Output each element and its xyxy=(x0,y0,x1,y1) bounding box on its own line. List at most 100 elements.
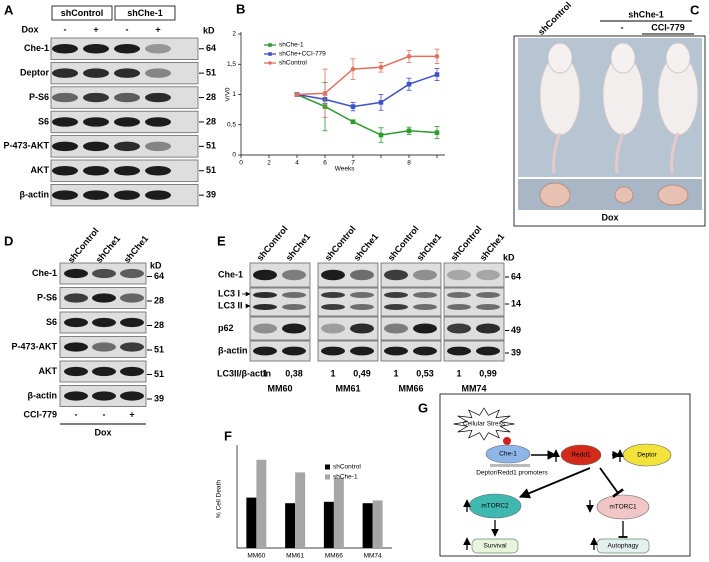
band xyxy=(92,317,116,328)
x-tick-label: 2 xyxy=(267,160,271,167)
ratio-value: 0,53 xyxy=(416,368,434,378)
row-label: β-actin xyxy=(218,345,248,355)
lane-label: shChe1 xyxy=(478,231,507,262)
band xyxy=(145,68,171,78)
lane-label: shChe1 xyxy=(352,231,381,262)
band xyxy=(253,269,277,281)
band xyxy=(350,292,374,298)
y-axis-label: V/V0 xyxy=(225,87,232,101)
node-shape xyxy=(560,444,602,466)
x-tick-label: MM61 xyxy=(286,553,304,560)
blot xyxy=(317,316,379,341)
kd-value: 28 xyxy=(154,295,164,305)
row-label: P-S6 xyxy=(37,292,57,302)
treatment-value: - xyxy=(126,24,129,34)
series-line xyxy=(296,73,438,108)
x-axis-label: Weeks xyxy=(335,166,355,173)
legend-label: shChe-1 xyxy=(333,474,358,481)
bar xyxy=(323,501,334,548)
band xyxy=(321,346,345,356)
band xyxy=(92,293,116,303)
panel-label: C xyxy=(690,2,700,17)
band xyxy=(64,366,88,377)
node-label: mTORC1 xyxy=(609,504,637,511)
stress-burst xyxy=(453,407,515,441)
band xyxy=(64,342,88,352)
y-tick-label: 2 xyxy=(232,31,236,38)
panel-label: F xyxy=(224,428,232,443)
bar xyxy=(362,503,373,548)
node-label: Redd1 xyxy=(571,452,591,459)
mouse-head xyxy=(547,42,573,74)
legend-marker xyxy=(268,52,272,56)
treatment-value: + xyxy=(155,24,160,34)
band xyxy=(114,117,140,127)
band xyxy=(282,304,306,310)
band xyxy=(145,166,171,176)
node-box xyxy=(596,538,650,554)
band xyxy=(253,323,277,334)
treatment-value: - xyxy=(75,409,78,419)
band xyxy=(120,391,144,401)
y-axis-label: % Cell Death xyxy=(216,480,223,518)
point xyxy=(406,128,412,134)
lane-label: shChe1 xyxy=(284,231,313,262)
series-line xyxy=(296,93,438,136)
cell-line-label: MM61 xyxy=(335,383,360,393)
bar xyxy=(295,472,306,548)
band xyxy=(52,190,78,200)
band xyxy=(83,166,109,176)
band xyxy=(114,166,140,176)
bar xyxy=(256,459,267,548)
band xyxy=(120,366,144,377)
x-tick-label: 4 xyxy=(295,160,299,167)
node-label: mTORC2 xyxy=(481,503,509,510)
kd-value: 14 xyxy=(511,298,521,308)
band xyxy=(447,269,471,281)
kd-value: 64 xyxy=(154,271,164,281)
node-label: Che-1 xyxy=(499,451,517,458)
bar xyxy=(246,497,257,548)
band xyxy=(83,141,109,152)
stress-signal xyxy=(503,437,511,445)
band xyxy=(114,141,140,152)
group-box xyxy=(114,5,176,21)
point xyxy=(322,90,328,96)
row-label: p62 xyxy=(218,323,234,333)
band xyxy=(114,44,140,54)
blot xyxy=(249,316,311,341)
x-tick-label: 6 xyxy=(323,160,327,167)
edge xyxy=(519,467,591,499)
kd-value: 51 xyxy=(154,344,164,354)
group-label: shChe-1 xyxy=(628,9,664,19)
group-label: shControl xyxy=(536,0,573,37)
band xyxy=(52,44,78,54)
band xyxy=(384,323,408,334)
y-tick-label: 0,5 xyxy=(227,121,236,128)
panel-label: B xyxy=(236,1,245,16)
band xyxy=(114,68,140,78)
bar xyxy=(285,503,296,548)
blot xyxy=(443,340,505,362)
band xyxy=(145,44,171,54)
point xyxy=(378,132,384,138)
treatment-label: CCI-779 xyxy=(23,409,57,419)
bar xyxy=(372,500,383,548)
band xyxy=(282,323,306,334)
band xyxy=(64,268,88,279)
band xyxy=(321,269,345,281)
lane-label: shChe1 xyxy=(415,231,444,262)
lane-label: shChe1 xyxy=(122,233,151,264)
band xyxy=(52,166,78,176)
cell-line-label: MM66 xyxy=(398,383,423,393)
band xyxy=(447,323,471,334)
cell-line-label: MM60 xyxy=(267,383,292,393)
row-label: P-S6 xyxy=(29,92,49,102)
y-tick-label: 0 xyxy=(232,152,236,159)
y-tick-label: 1,5 xyxy=(227,61,236,68)
point xyxy=(434,130,440,135)
band xyxy=(83,68,109,78)
band xyxy=(92,342,116,352)
blot xyxy=(443,287,505,317)
band xyxy=(476,304,500,310)
